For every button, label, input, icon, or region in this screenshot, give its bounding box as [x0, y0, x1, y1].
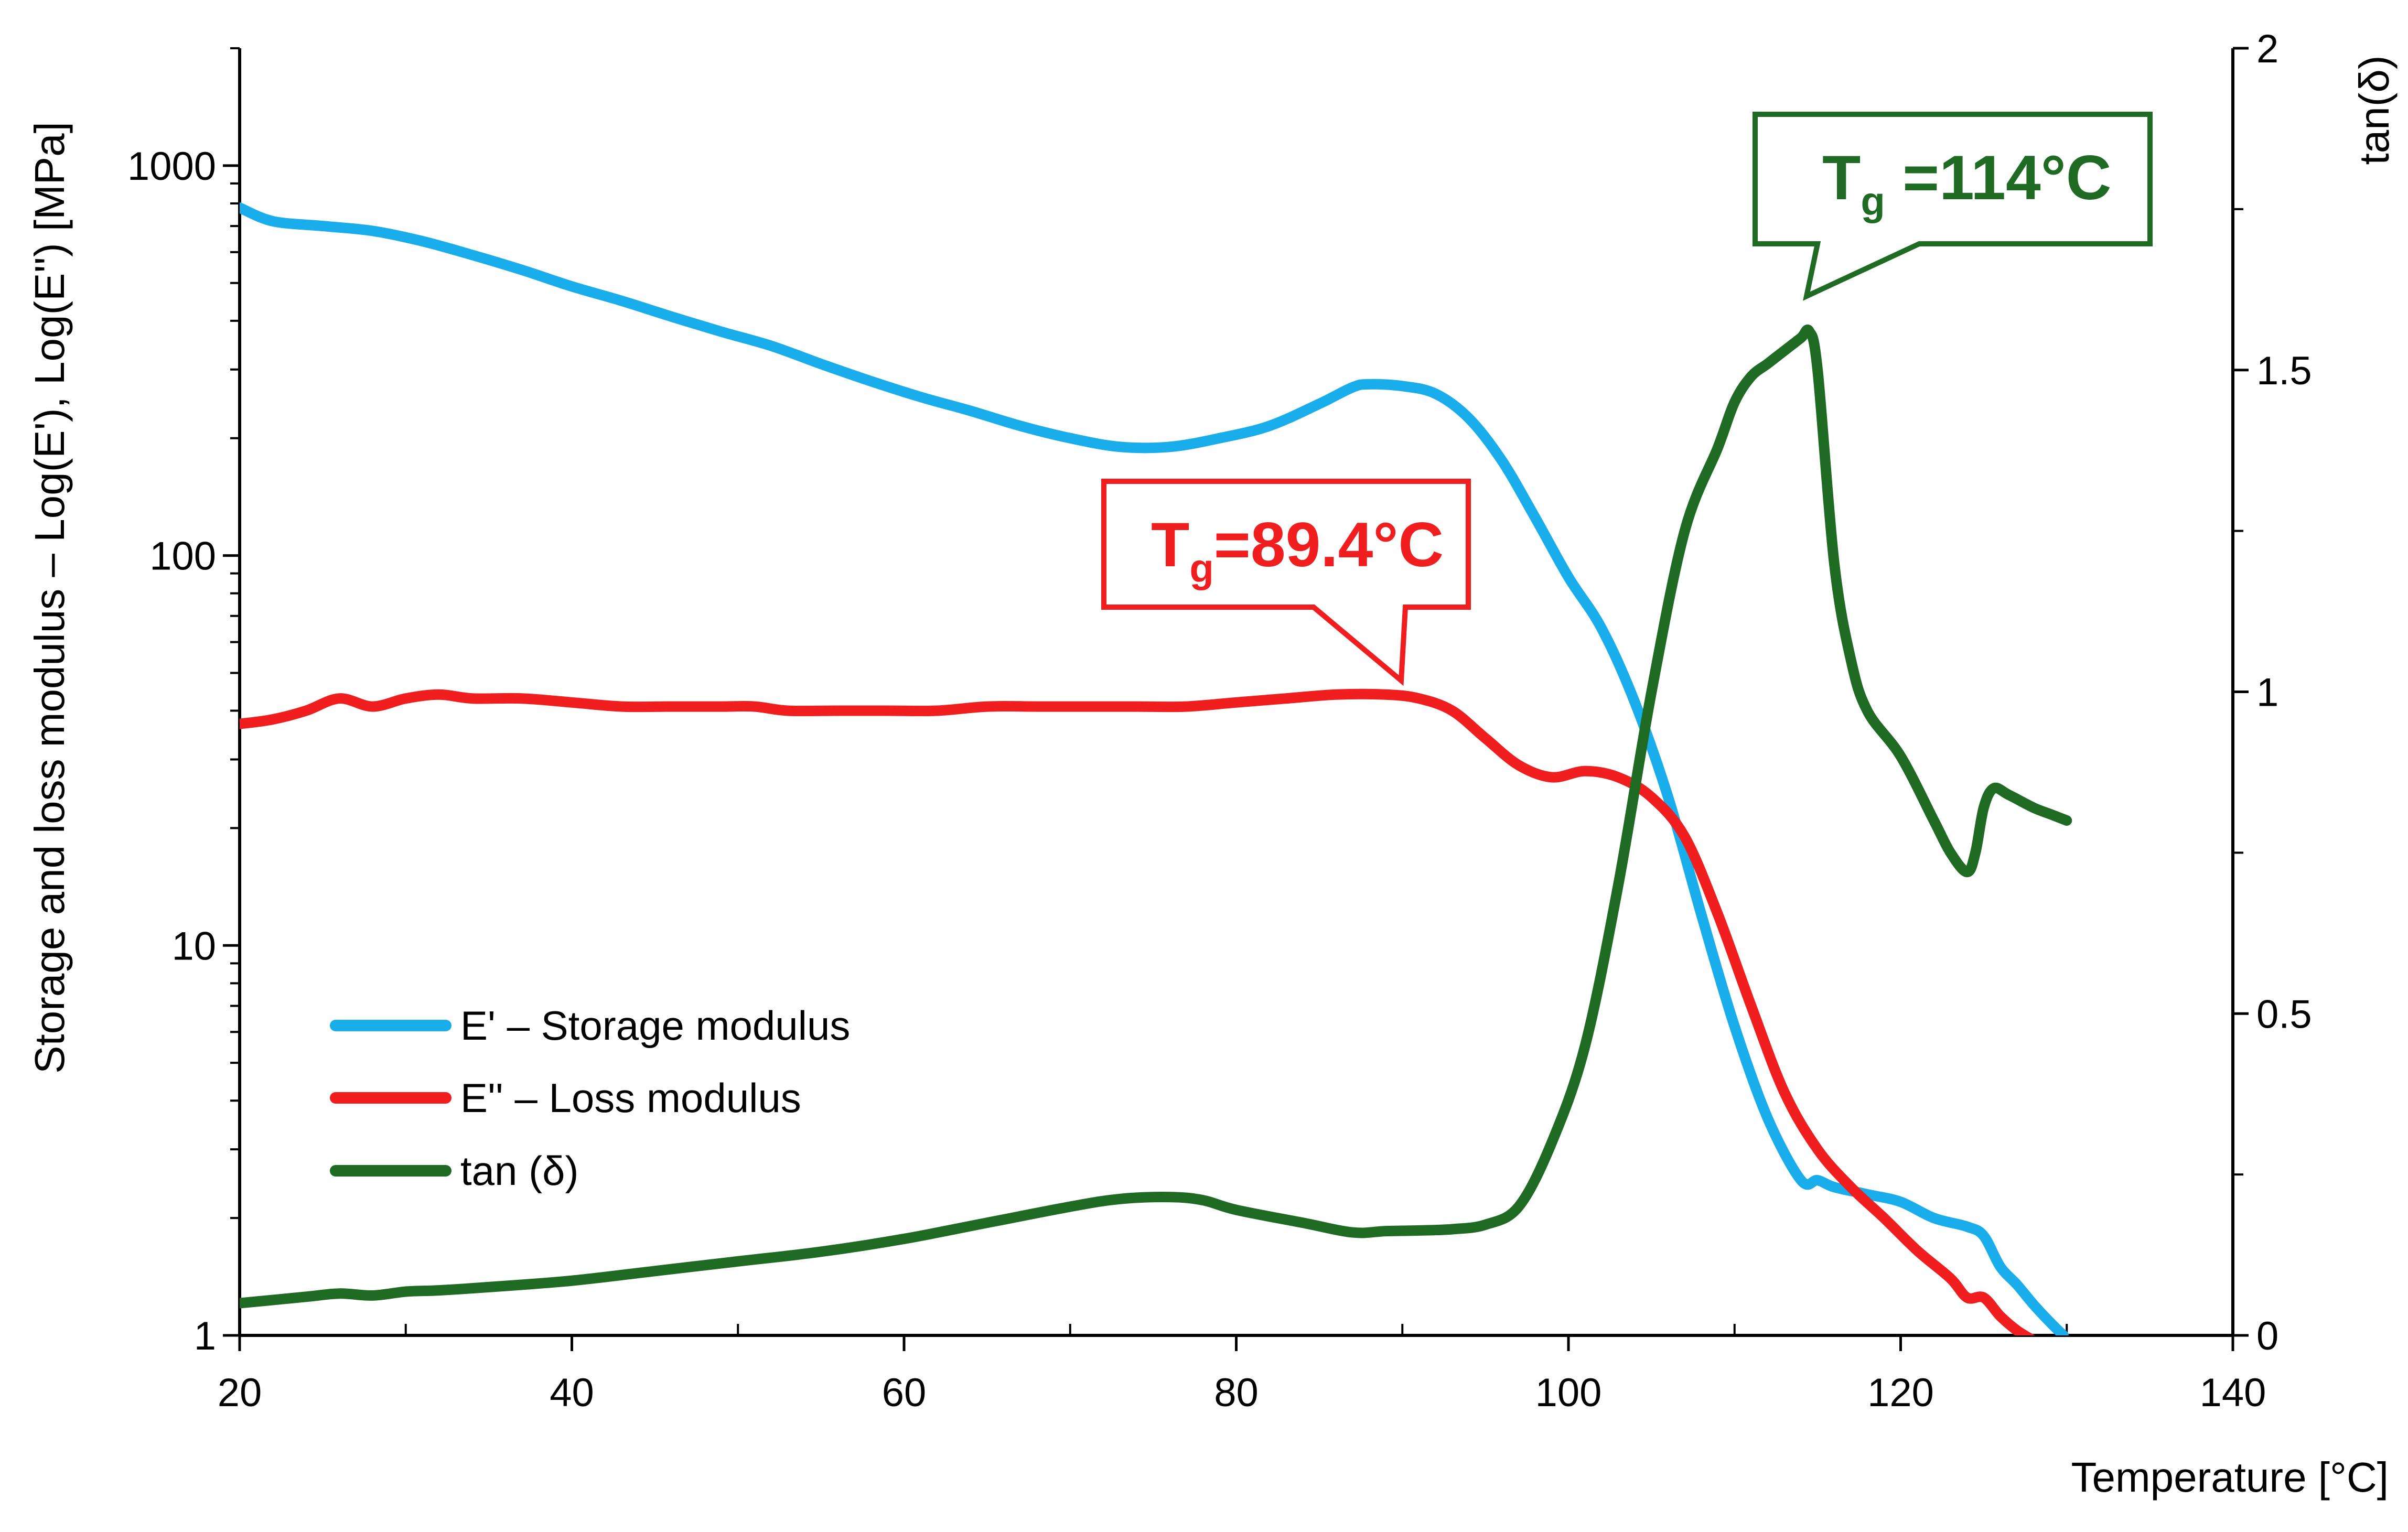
y-right-tick-label: 2 — [2256, 27, 2278, 71]
x-axis-title: Temperature [°C] — [2071, 1454, 2389, 1501]
callout-tg-loss-text: Tg=89.4°C — [1151, 510, 1444, 591]
callout-tg-tan-text: Tg =114°C — [1822, 143, 2111, 224]
x-tick-label: 20 — [218, 1371, 262, 1415]
x-tick-label: 100 — [1535, 1371, 1602, 1415]
y-left-tick-label: 100 — [149, 534, 216, 579]
legend-label-loss: E'' – Loss modulus — [460, 1075, 801, 1121]
legend-label-storage: E' – Storage modulus — [460, 1002, 850, 1049]
y-right-tick-label: 1.5 — [2256, 349, 2312, 393]
y-left-tick-label: 1 — [194, 1314, 216, 1358]
x-tick-label: 120 — [1867, 1371, 1934, 1415]
callout-tg-tan-box — [1753, 112, 2153, 301]
legend: E' – Storage modulus E'' – Loss modulus … — [330, 1002, 850, 1194]
y-right-axis-title: tan(δ) — [2351, 55, 2398, 165]
y-right-tick-label: 0 — [2256, 1314, 2278, 1358]
y-left-tick-label: 10 — [171, 924, 216, 968]
callout-tg-tan: Tg =114°C — [1753, 112, 2153, 301]
callout-tg-loss-box — [1101, 479, 1471, 686]
series-line-tan-delta — [240, 324, 2072, 1309]
series-line-loss-modulus — [240, 688, 2035, 1335]
legend-label-tan: tan (δ) — [460, 1148, 578, 1194]
y-left-axis-title: Storage and loss modulus – Log(E'), Log(… — [26, 122, 73, 1074]
callout-tg-loss: Tg=89.4°C — [1101, 479, 1471, 686]
x-tick-label: 140 — [2200, 1371, 2266, 1415]
x-tick-label: 80 — [1214, 1371, 1259, 1415]
y-left-tick-label: 1000 — [127, 144, 216, 189]
x-tick-label: 60 — [882, 1371, 927, 1415]
y-right-tick-label: 1 — [2256, 671, 2278, 715]
x-tick-label: 40 — [550, 1371, 594, 1415]
y-right-tick-label: 0.5 — [2256, 992, 2312, 1037]
